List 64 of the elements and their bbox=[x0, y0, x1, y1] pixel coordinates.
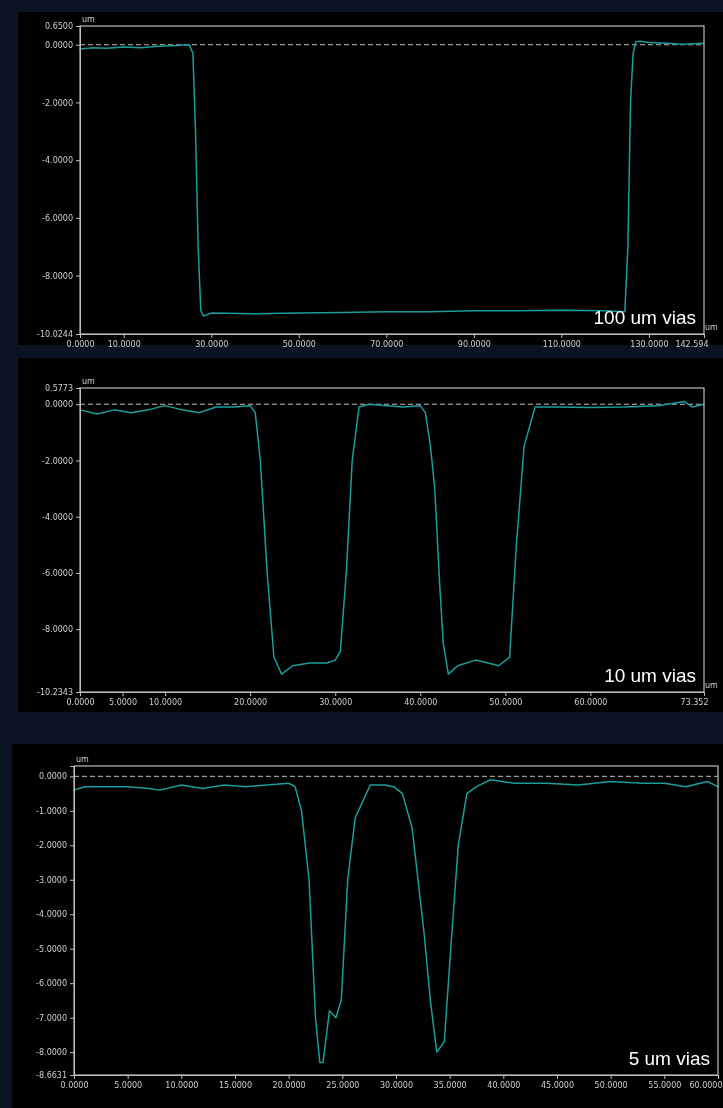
annotation: 10 um vias bbox=[604, 665, 696, 686]
y-tick-label: -5.0000 bbox=[36, 944, 67, 954]
y-tick-label: -7.0000 bbox=[36, 1013, 67, 1023]
x-tick-label: 50.0000 bbox=[282, 339, 316, 349]
x-tick-label: 40.0000 bbox=[487, 1080, 521, 1090]
y-tick-label: -1.0000 bbox=[36, 806, 67, 816]
y-tick-label: -8.0000 bbox=[36, 1048, 67, 1058]
x-tick-label: 73.352 bbox=[680, 697, 709, 707]
y-tick-label: 0.0000 bbox=[39, 772, 67, 782]
x-tick-label: 15.0000 bbox=[218, 1080, 253, 1090]
line-series bbox=[73, 779, 719, 1064]
y-axis-title: um bbox=[82, 377, 96, 386]
y-tick-label: -6.0000 bbox=[42, 569, 73, 578]
x-tick-label: 60.0000 bbox=[574, 697, 608, 707]
x-tick-label: 25.0000 bbox=[326, 1080, 360, 1090]
x-tick-label: 5.0000 bbox=[109, 697, 138, 707]
annotation: 5 um vias bbox=[628, 1048, 710, 1069]
x-tick-label: 0.0000 bbox=[60, 1080, 89, 1090]
x-tick-label: 110.0000 bbox=[542, 339, 581, 349]
y-tick-label: -2.0000 bbox=[36, 841, 67, 851]
x-tick-label: 20.0000 bbox=[234, 697, 268, 707]
x-tick-label: 45.0000 bbox=[540, 1080, 575, 1090]
x-tick-label: 35.0000 bbox=[433, 1080, 467, 1090]
x-tick-label: 20.0000 bbox=[272, 1080, 306, 1090]
x-tick-label: 50.0000 bbox=[489, 697, 523, 707]
y-tick-label: -2.0000 bbox=[42, 456, 73, 466]
y-tick-label: -4.0000 bbox=[42, 156, 73, 166]
y-tick-label: -2.0000 bbox=[42, 98, 73, 108]
x-tick-label: 55.0000 bbox=[648, 1080, 682, 1090]
x-tick-label: 40.0000 bbox=[404, 697, 438, 707]
y-axis-title: um bbox=[76, 755, 90, 764]
x-tick-label: 30.0000 bbox=[379, 1080, 414, 1090]
y-tick-label: -3.0000 bbox=[36, 875, 67, 885]
y-tick-label: 0.6500 bbox=[45, 22, 73, 32]
y-axis-title: um bbox=[82, 15, 96, 24]
x-tick-label: 142.594 bbox=[675, 339, 709, 349]
x-tick-label: 70.0000 bbox=[370, 339, 404, 349]
x-tick-label: 60.0000 bbox=[689, 1080, 723, 1090]
x-tick-label: 0.0000 bbox=[66, 339, 95, 349]
x-axis-title: um bbox=[705, 681, 719, 690]
y-tick-label: -8.6631 bbox=[36, 1071, 67, 1081]
x-tick-label: 50.0000 bbox=[594, 1080, 628, 1090]
y-tick-label: -4.0000 bbox=[42, 512, 73, 522]
x-tick-label: 10.0000 bbox=[107, 339, 141, 349]
y-tick-label: -6.0000 bbox=[42, 213, 73, 223]
x-axis-title: um bbox=[705, 323, 719, 332]
x-tick-label: 0.0000 bbox=[66, 697, 95, 707]
y-tick-label: 0.5773 bbox=[45, 384, 73, 394]
y-tick-label: 0.0000 bbox=[45, 40, 73, 50]
y-tick-label: -8.0000 bbox=[42, 271, 73, 281]
x-tick-label: 30.0000 bbox=[195, 339, 229, 349]
annotation: 100 um vias bbox=[593, 307, 696, 328]
x-tick-label: 30.0000 bbox=[319, 697, 353, 707]
y-tick-label: -8.0000 bbox=[42, 625, 73, 635]
x-tick-label: 10.0000 bbox=[149, 697, 183, 707]
y-tick-label: -10.2343 bbox=[37, 688, 73, 698]
x-tick-label: 90.0000 bbox=[457, 339, 491, 349]
y-tick-label: 0.0000 bbox=[45, 400, 73, 410]
y-tick-label: -6.0000 bbox=[36, 979, 67, 989]
y-tick-label: -4.0000 bbox=[36, 910, 67, 920]
x-tick-label: 10.0000 bbox=[165, 1080, 199, 1090]
y-tick-label: -10.0244 bbox=[37, 330, 73, 340]
x-tick-label: 130.0000 bbox=[630, 339, 669, 349]
x-tick-label: 5.0000 bbox=[114, 1080, 143, 1090]
